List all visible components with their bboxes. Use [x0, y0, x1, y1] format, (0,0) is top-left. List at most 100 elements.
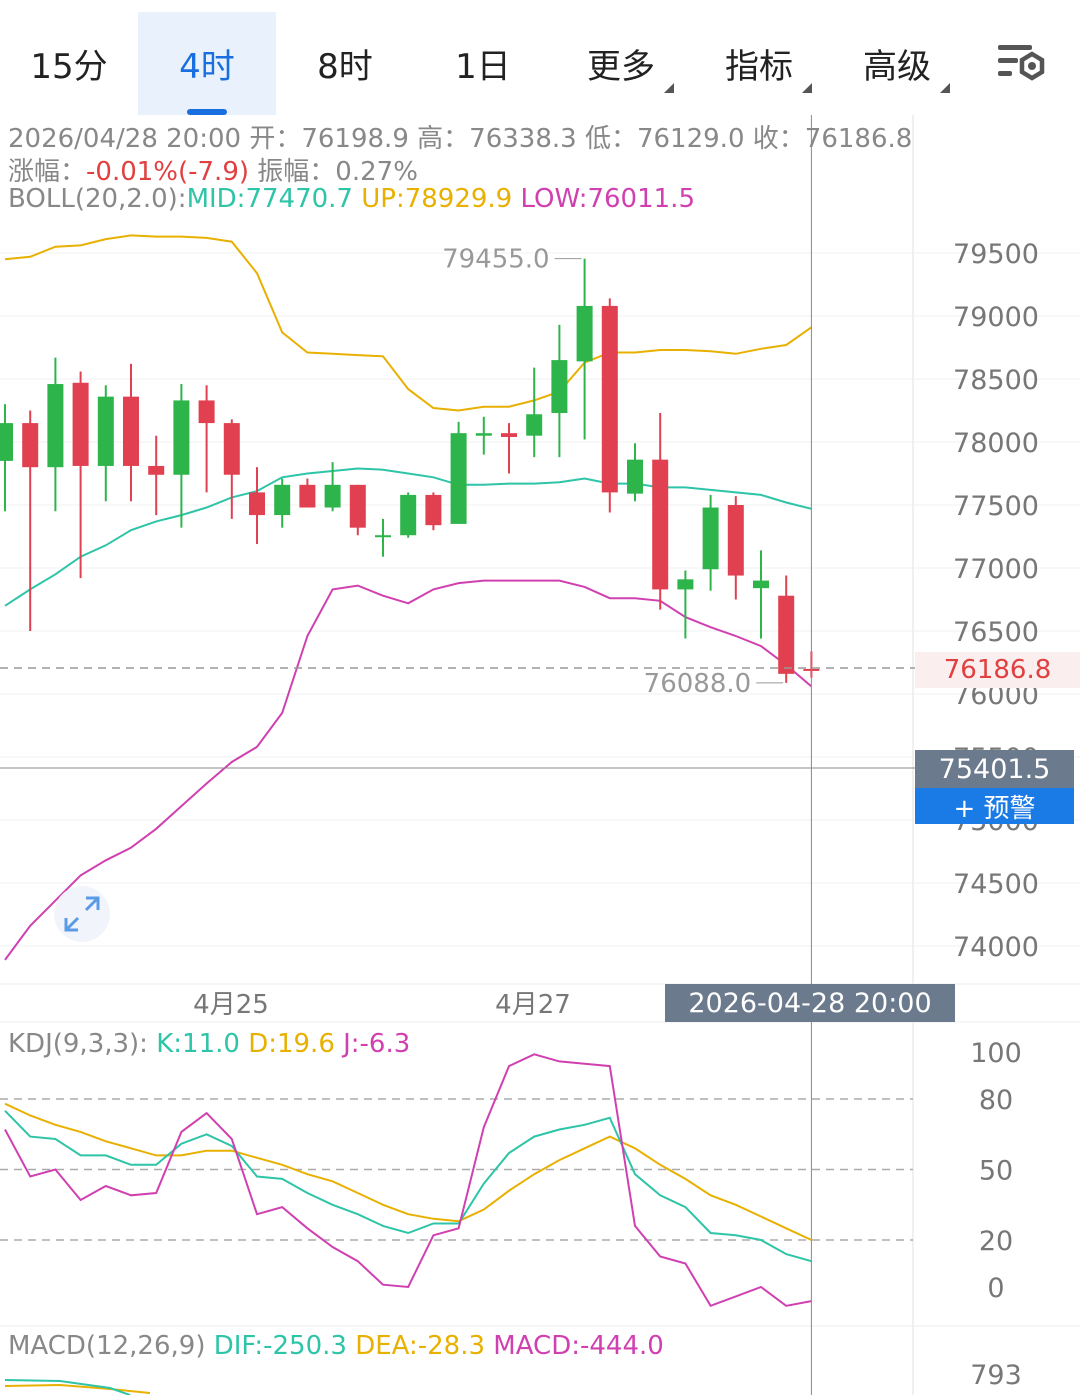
candle-body	[173, 400, 190, 475]
candle-body	[627, 459, 643, 494]
tab-15m[interactable]: 15分	[0, 12, 138, 115]
add-alert-button[interactable]: + 预警	[915, 788, 1074, 824]
kdj-d-line	[4, 1102, 812, 1241]
tab-15m-label: 15分	[30, 47, 108, 87]
candle-body	[274, 484, 291, 516]
tab-advanced-label: 高级	[863, 47, 931, 87]
kdj-tick-label: 80	[979, 1085, 1013, 1116]
candle-body	[450, 433, 467, 524]
crosshair-date-label: 2026-04-28 20:00	[665, 984, 955, 1022]
dropdown-caret-icon	[664, 83, 674, 93]
kdj-tick-label: 50	[979, 1156, 1013, 1187]
candle-body	[22, 423, 39, 468]
price-tick-label: 74500	[953, 869, 1039, 900]
macd-legend: MACD(12,26,9) DIF:-250.3 DEA:-28.3 MACD:…	[8, 1331, 664, 1361]
kdj-j-value: J:-6.3	[341, 1029, 410, 1059]
tab-indicators[interactable]: 指标	[690, 12, 828, 115]
amplitude-label: 振幅：	[257, 157, 336, 187]
candle-body	[803, 668, 820, 671]
tab-more-label: 更多	[587, 47, 655, 87]
open-label: 开：	[249, 124, 302, 154]
candle-body	[198, 400, 215, 424]
interval-tabs: 15分 4时 8时 1日 更多 指标 高级	[0, 0, 1080, 115]
kdj-d-value: D:19.6	[248, 1029, 343, 1059]
candle-body	[148, 465, 165, 475]
kdj-legend: KDJ(9,3,3): K:11.0 D:19.6 J:-6.3	[8, 1029, 410, 1059]
price-tick-label: 77500	[953, 491, 1039, 522]
candle-body	[753, 580, 769, 589]
boll-upper-line	[4, 234, 812, 412]
open-value: 76198.9	[301, 124, 409, 154]
date-tick-label: 4月27	[495, 990, 571, 1020]
candle-body	[223, 423, 240, 475]
price-tick-label: 79000	[953, 302, 1039, 333]
high-value: 76338.3	[469, 124, 577, 154]
macd-value: MACD:-444.0	[493, 1331, 664, 1361]
candle-body	[299, 484, 316, 508]
candle-body	[652, 459, 669, 590]
candle-body	[526, 414, 543, 436]
tab-1d[interactable]: 1日	[414, 12, 552, 115]
low-value: 76129.0	[636, 124, 745, 154]
candle-body	[727, 505, 744, 576]
candle-body	[324, 484, 341, 508]
candle-datetime: 2026/04/28 20:00	[8, 124, 242, 154]
tab-8h-label: 8时	[317, 47, 373, 87]
expand-chart-icon[interactable]	[54, 886, 110, 942]
macd-dea-value: DEA:-28.3	[355, 1331, 493, 1361]
chart-settings-icon[interactable]	[996, 42, 1050, 88]
candle-body	[47, 384, 64, 468]
boll-low: LOW:76011.5	[520, 184, 695, 214]
candle-body	[702, 507, 719, 570]
candle-body	[0, 423, 13, 461]
candle-body	[97, 396, 114, 466]
kdj-k-value: K:11.0	[156, 1029, 248, 1059]
tab-4h-label: 4时	[179, 47, 235, 87]
close-value: 76186.8	[804, 124, 913, 154]
candle-body	[249, 492, 265, 516]
kdj-k-line	[4, 1110, 812, 1263]
tab-1d-label: 1日	[455, 47, 511, 87]
max-price-annotation: 79455.0	[442, 245, 550, 275]
dropdown-caret-icon	[802, 83, 812, 93]
candle-body	[475, 433, 492, 436]
macd-dif-line	[4, 1379, 131, 1395]
tab-4h[interactable]: 4时	[138, 12, 276, 115]
min-price-annotation: 76088.0	[644, 669, 752, 699]
tab-more[interactable]: 更多	[552, 12, 690, 115]
macd-dif-value: DIF:-250.3	[214, 1331, 355, 1361]
candle-body	[72, 382, 89, 466]
kdj-tick-label: 0	[987, 1273, 1004, 1304]
price-tick-label: 74000	[953, 932, 1039, 963]
candle-body	[677, 579, 694, 590]
price-tick-label: 76500	[953, 617, 1039, 648]
macd-label: MACD(12,26,9)	[8, 1331, 214, 1361]
boll-mid-line	[4, 467, 812, 607]
candle-body	[601, 305, 618, 493]
candle-body	[425, 494, 442, 526]
price-tick-label: 79500	[953, 239, 1039, 270]
boll-legend: BOLL(20,2.0):MID:77470.7 UP:78929.9 LOW:…	[8, 184, 695, 214]
macd-dea-line	[4, 1383, 151, 1394]
candle-body	[123, 396, 139, 466]
price-tick-label: 77000	[953, 554, 1039, 585]
tab-advanced[interactable]: 高级	[828, 12, 966, 115]
ohlc-info: 2026/04/28 20:00 开：76198.9 高：76338.3 低：7…	[8, 118, 912, 155]
candle-body	[349, 484, 366, 528]
tab-indicators-label: 指标	[725, 47, 793, 87]
low-label: 低：	[584, 124, 637, 154]
change-label: 涨幅：	[8, 157, 87, 187]
price-tick-label: 78500	[953, 365, 1039, 396]
candle-body	[576, 305, 593, 362]
candle-body	[375, 535, 391, 538]
active-tab-indicator	[187, 109, 227, 115]
kdj-j-line	[4, 1053, 812, 1308]
dropdown-caret-icon	[940, 83, 950, 93]
change-value: -0.01%(-7.9)	[86, 157, 250, 187]
boll-up: UP:78929.9	[361, 184, 513, 214]
candle-body	[778, 595, 795, 674]
current-price-tag: 76186.8	[915, 652, 1080, 688]
date-tick-label: 4月25	[193, 990, 269, 1020]
tab-8h[interactable]: 8时	[276, 12, 414, 115]
macd-tick-label: 793	[970, 1360, 1022, 1391]
